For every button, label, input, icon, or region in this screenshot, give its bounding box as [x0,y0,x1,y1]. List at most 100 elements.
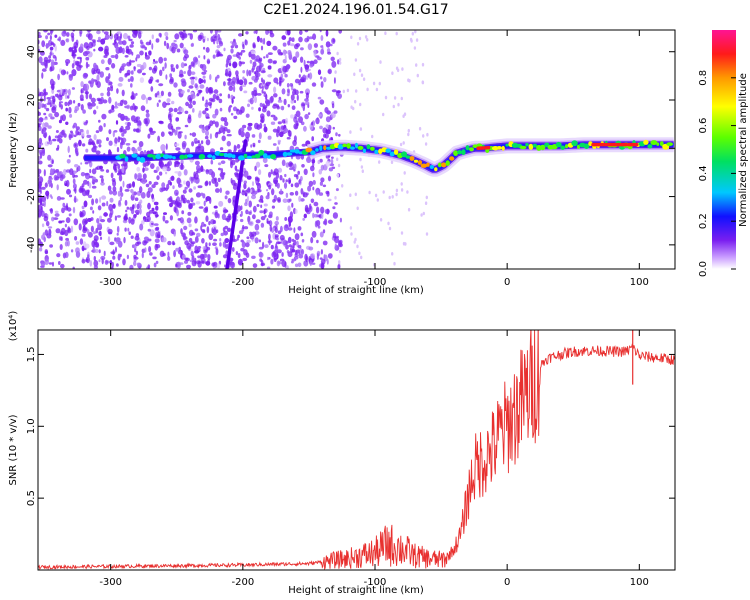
noise-point [176,209,180,217]
noise-point [260,259,264,267]
noise-point [176,111,183,115]
noise-point [99,165,103,170]
noise-point [188,85,194,89]
chart-title: C2E1.2024.196.01.54.G17 [263,2,449,18]
noise-point [75,126,80,131]
noise-point [425,195,428,200]
noise-point [272,45,278,51]
noise-point [349,226,353,230]
noise-point [137,146,142,152]
noise-point [68,213,72,217]
noise-point [255,30,258,35]
noise-point [258,246,264,250]
noise-point [103,250,106,257]
noise-point [109,190,113,195]
noise-point [139,199,143,204]
noise-point [416,73,419,78]
noise-point [222,241,227,248]
noise-point [336,90,341,94]
noise-point [67,101,70,107]
noise-point [91,185,97,189]
noise-point [263,106,267,110]
noise-point [289,83,294,87]
noise-point [175,64,179,70]
noise-point [95,150,101,155]
noise-point [188,203,193,210]
track-point [319,145,323,151]
noise-point [244,202,248,207]
noise-point [251,181,255,187]
noise-point [291,258,297,262]
noise-point [161,237,167,243]
noise-point [43,30,48,33]
noise-point [232,61,238,68]
noise-point [124,55,129,58]
noise-point [173,107,178,113]
noise-point [130,194,135,201]
noise-point [106,201,109,207]
noise-point [227,93,231,99]
noise-point [315,117,320,125]
noise-point [124,227,127,232]
noise-point [335,188,339,192]
noise-point [133,215,137,219]
noise-point [100,92,104,97]
noise-point [249,97,254,105]
noise-point [155,79,159,83]
noise-point [308,72,313,80]
noise-point [49,194,53,198]
noise-point [43,56,49,63]
noise-point [228,85,234,92]
noise-point [85,92,89,100]
noise-point [213,89,219,94]
noise-point [212,113,217,119]
noise-point [54,45,57,52]
noise-point [105,169,110,173]
noise-point [72,178,76,185]
noise-point [169,131,174,136]
noise-point [171,46,176,54]
noise-point [104,45,109,53]
noise-point [146,160,151,165]
noise-point [339,217,342,223]
noise-point [226,129,231,134]
noise-point [310,165,315,172]
track-point [643,139,649,145]
noise-point [231,76,237,85]
noise-point [139,77,145,83]
noise-point [57,134,60,142]
noise-point [414,30,417,34]
noise-point [235,251,239,256]
noise-point [364,35,368,39]
noise-point [188,237,193,243]
noise-point [224,195,228,200]
noise-point [145,183,150,188]
noise-point [129,76,134,82]
noise-point [216,74,220,79]
track-point [441,162,447,168]
noise-point [150,163,155,170]
noise-point [44,182,48,188]
noise-point [237,78,240,84]
noise-point [66,32,70,37]
track-point [429,165,434,169]
noise-point [158,83,164,87]
noise-point [125,125,131,131]
noise-point [135,57,138,62]
noise-point [338,133,341,137]
noise-point [173,39,177,43]
noise-point [292,242,295,249]
noise-point [263,209,266,215]
noise-point [76,167,79,173]
noise-point [371,134,374,139]
noise-point [319,125,323,130]
noise-point [309,63,314,68]
noise-point [47,154,52,161]
track-point [119,153,126,159]
noise-point [151,67,157,74]
noise-point [191,141,195,147]
y-tick-label: -20 [26,188,37,204]
noise-point [358,36,362,41]
noise-point [214,108,219,116]
noise-point [294,78,300,84]
